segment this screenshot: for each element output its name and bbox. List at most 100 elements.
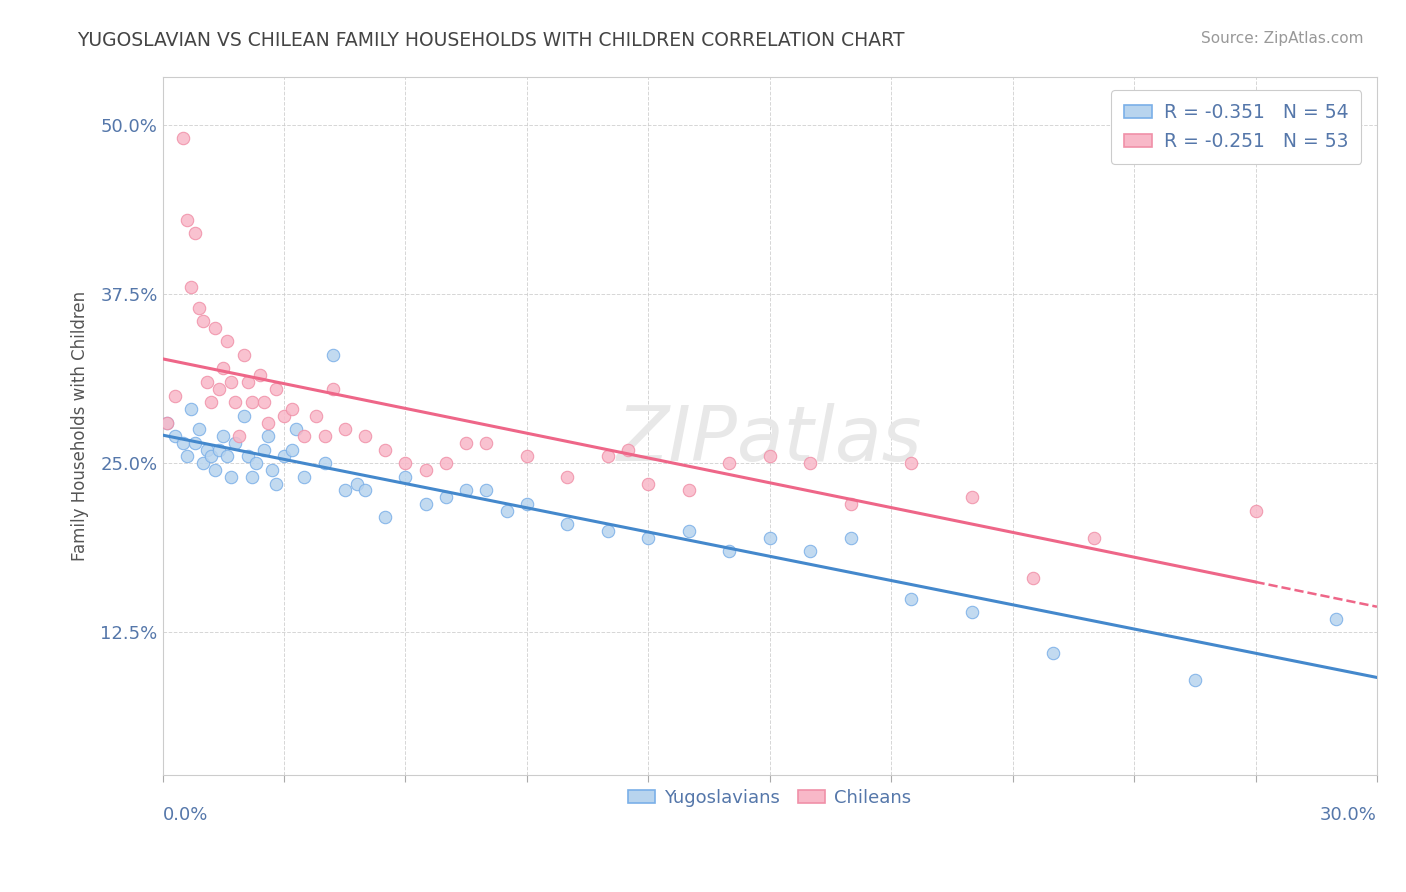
Point [678,483,700,498]
Point [281,442,304,457]
Point [1042,646,1064,660]
Point [212,429,235,443]
Point [354,429,377,443]
Point [516,450,538,464]
Point [596,524,619,538]
Legend: Yugoslavians, Chileans: Yugoslavians, Chileans [621,782,918,814]
Point [188,422,211,436]
Point [256,429,278,443]
Point [415,463,437,477]
Point [191,456,214,470]
Point [678,524,700,538]
Point [1083,531,1105,545]
Point [163,388,186,402]
Point [900,456,922,470]
Point [240,395,263,409]
Point [184,436,207,450]
Point [333,483,356,498]
Point [799,544,821,558]
Point [434,456,457,470]
Point [281,402,304,417]
Point [236,450,259,464]
Point [195,375,218,389]
Point [374,442,396,457]
Point [617,442,640,457]
Point [354,483,377,498]
Point [224,436,246,450]
Point [212,361,235,376]
Point [322,382,344,396]
Point [596,450,619,464]
Point [557,469,579,483]
Point [314,429,336,443]
Point [163,429,186,443]
Text: Source: ZipAtlas.com: Source: ZipAtlas.com [1201,31,1364,46]
Point [758,450,780,464]
Point [208,442,231,457]
Text: ZIPatlas: ZIPatlas [617,403,922,477]
Point [333,422,356,436]
Point [232,409,254,423]
Point [456,483,478,498]
Point [264,476,287,491]
Point [292,429,315,443]
Point [305,409,328,423]
Point [172,131,194,145]
Point [394,456,416,470]
Point [260,463,283,477]
Point [221,469,243,483]
Point [322,348,344,362]
Point [221,375,243,389]
Point [249,368,271,383]
Point [1184,673,1206,687]
Point [718,544,741,558]
Point [394,469,416,483]
Point [900,591,922,606]
Point [200,395,222,409]
Point [240,469,263,483]
Point [217,450,239,464]
Point [415,497,437,511]
Point [456,436,478,450]
Point [156,416,179,430]
Point [204,321,226,335]
Point [475,436,498,450]
Point [839,497,862,511]
Point [758,531,780,545]
Point [253,442,276,457]
Point [180,280,202,294]
Point [292,469,315,483]
Point [475,483,498,498]
Point [839,531,862,545]
Text: 30.0%: 30.0% [1320,806,1376,824]
Point [256,416,278,430]
Point [285,422,308,436]
Point [176,450,198,464]
Point [495,503,517,517]
Point [434,490,457,504]
Point [224,395,246,409]
Point [208,382,231,396]
Point [232,348,254,362]
Point [314,456,336,470]
Point [557,517,579,532]
Point [799,456,821,470]
Point [204,463,226,477]
Y-axis label: Family Households with Children: Family Households with Children [72,291,89,561]
Point [718,456,741,470]
Point [217,334,239,349]
Point [273,450,295,464]
Point [637,476,659,491]
Point [264,382,287,396]
Point [960,605,983,619]
Point [1022,571,1045,585]
Point [188,301,211,315]
Point [245,456,267,470]
Point [195,442,218,457]
Point [176,212,198,227]
Point [236,375,259,389]
Text: YUGOSLAVIAN VS CHILEAN FAMILY HOUSEHOLDS WITH CHILDREN CORRELATION CHART: YUGOSLAVIAN VS CHILEAN FAMILY HOUSEHOLDS… [77,31,905,50]
Point [346,476,368,491]
Point [253,395,276,409]
Point [1326,612,1348,626]
